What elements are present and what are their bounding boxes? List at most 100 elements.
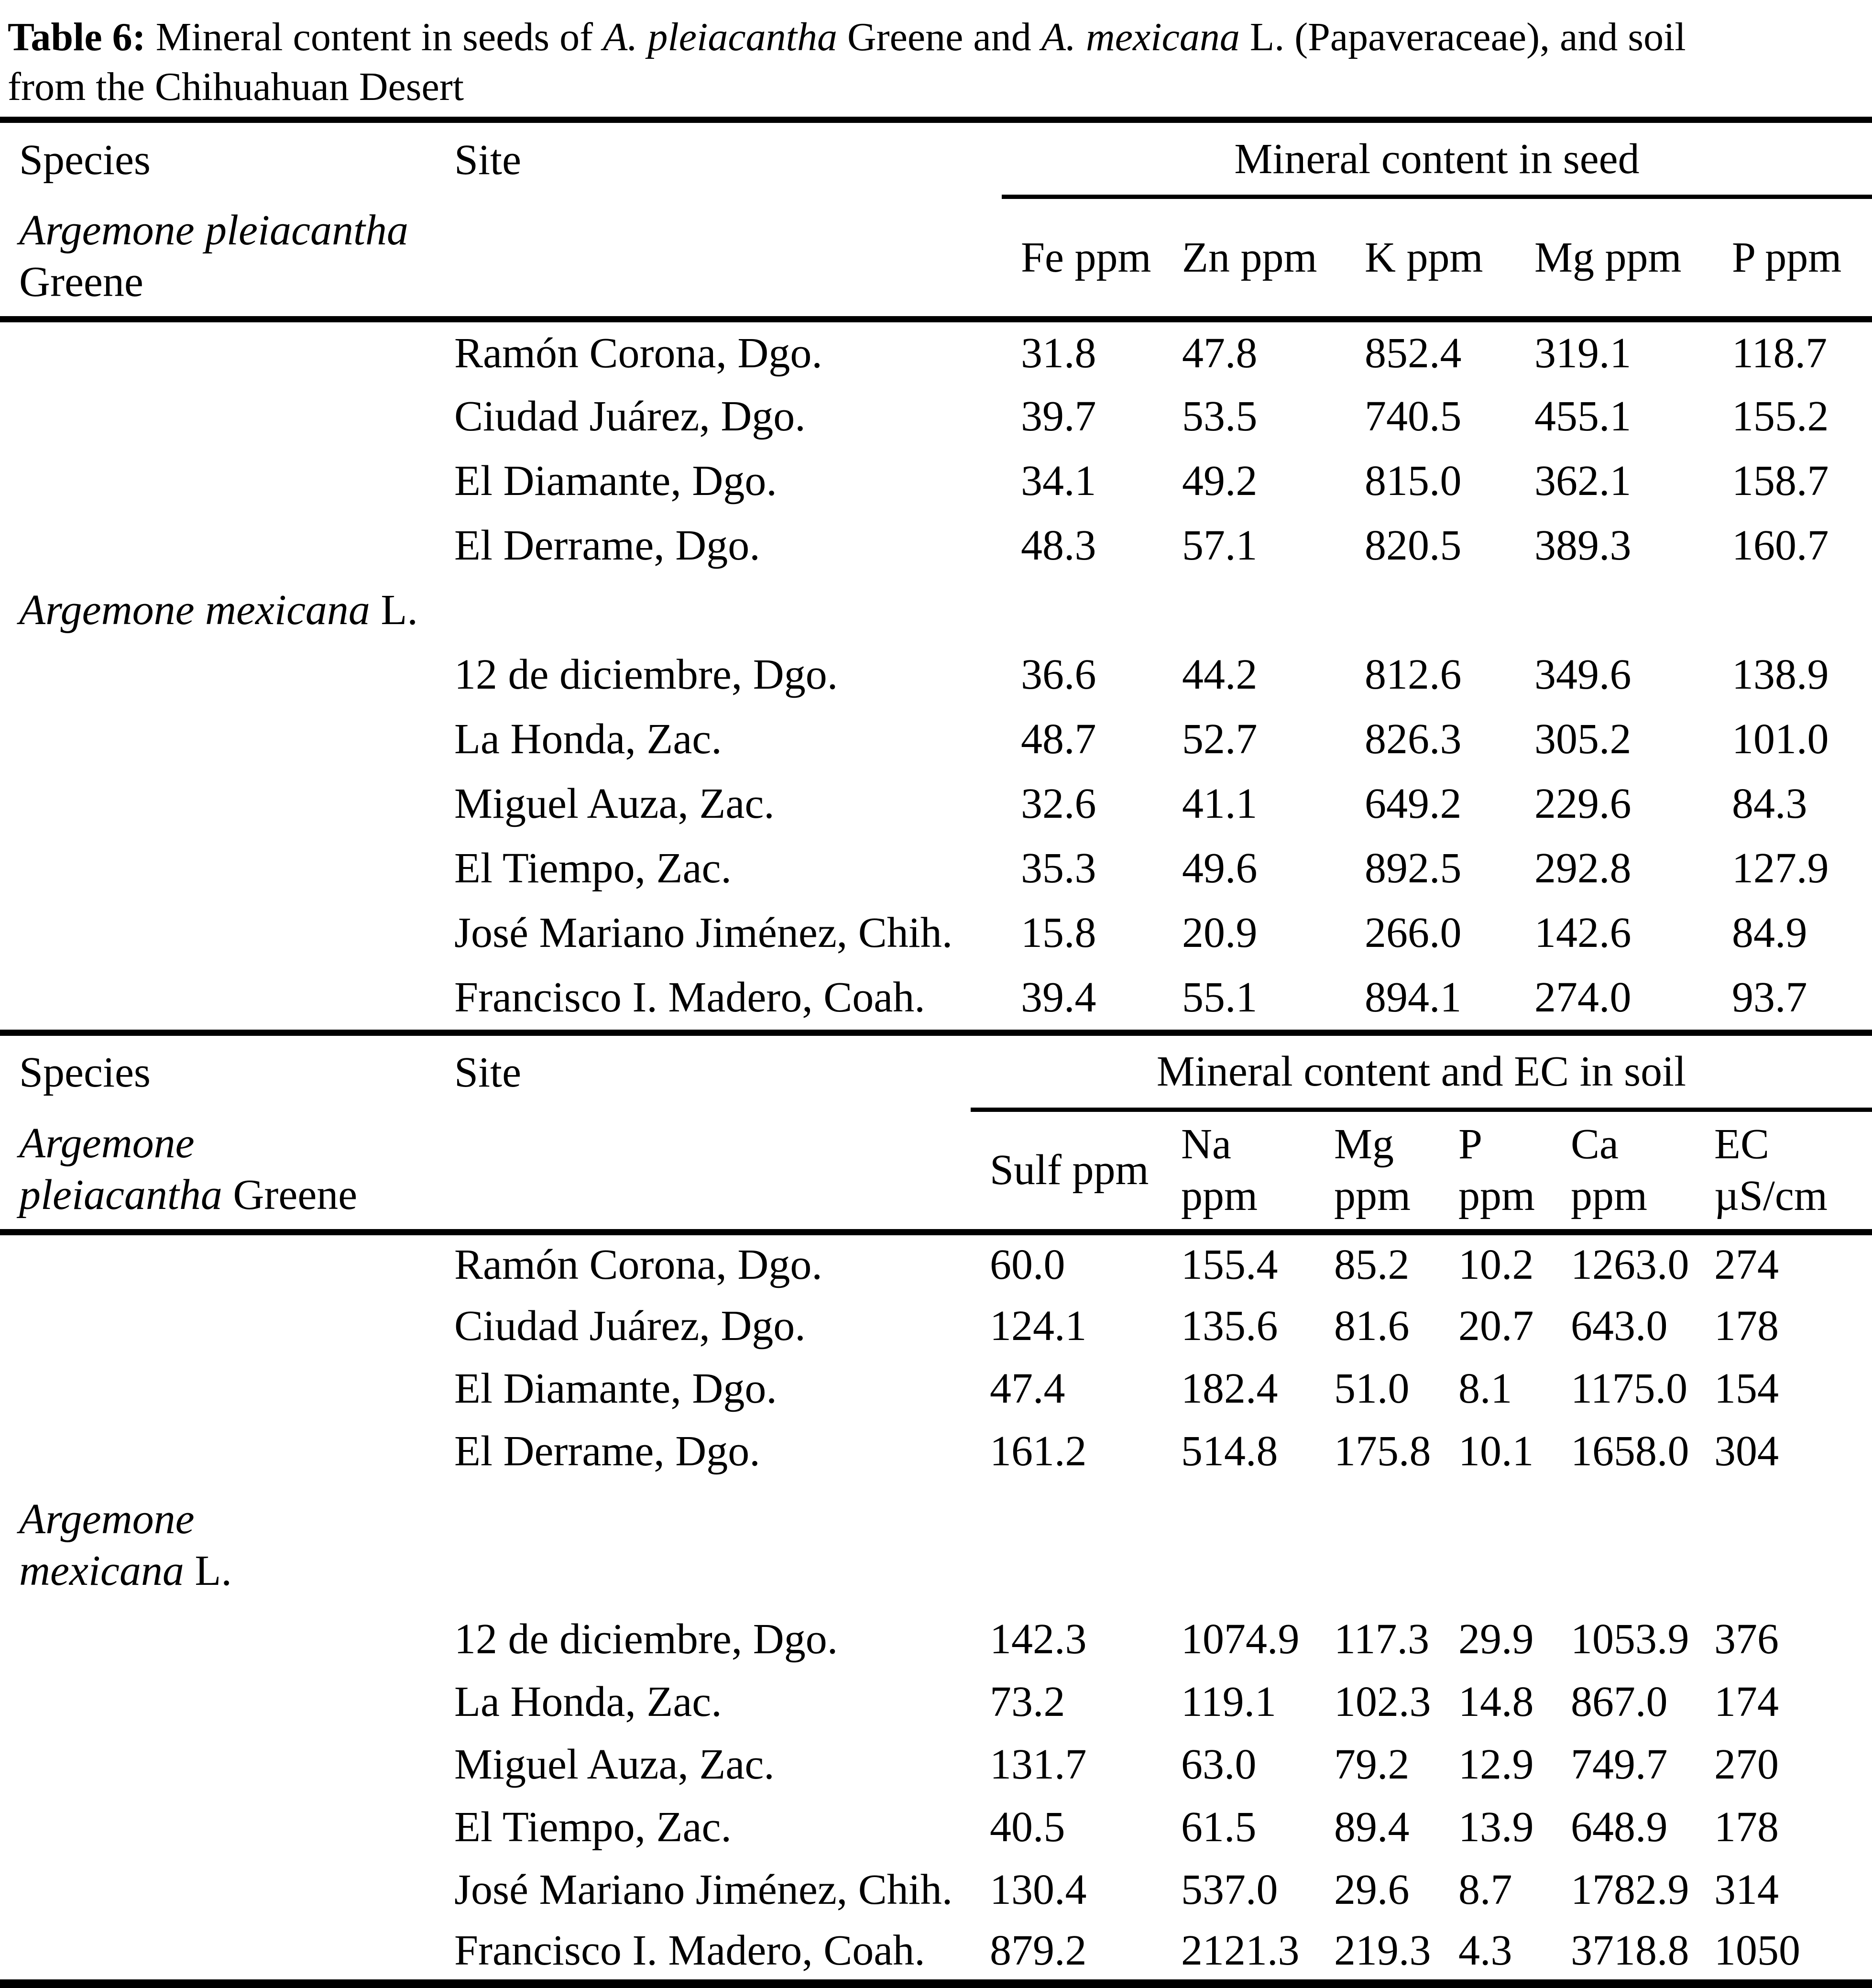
col-header-p: P ppm: [1439, 1109, 1552, 1235]
value-cell: 304: [1714, 1428, 1779, 1475]
table-row: La Honda, Zac. 48.7 52.7 826.3 305.2 101.0: [0, 707, 1872, 771]
species-cell: [0, 1733, 435, 1796]
value-cell: 93.7: [1732, 973, 1807, 1021]
value-cell: 119.1: [1181, 1678, 1277, 1725]
col-header-p: P ppm: [1713, 197, 1872, 322]
header-top: Ca: [1571, 1120, 1619, 1168]
species-label-mexicana: Argemone mexicana L.: [0, 578, 1872, 642]
soil-species-row-mexicana: Argemone mexicana L.: [0, 1483, 1872, 1608]
soil-table: Species Site Mineral content and EC in s…: [0, 1029, 1872, 1988]
value-cell: 815.0: [1365, 457, 1462, 505]
value-cell: 51.0: [1334, 1365, 1410, 1412]
value-cell: 48.7: [1021, 715, 1096, 763]
value-cell: 894.1: [1365, 973, 1462, 1021]
col-header-site: Site: [454, 1049, 522, 1097]
value-cell: 155.4: [1181, 1241, 1278, 1289]
value-cell: 270: [1714, 1741, 1779, 1788]
value-cell: 130.4: [990, 1866, 1087, 1913]
seed-group-header-row: Species Site Mineral content in seed: [0, 120, 1872, 199]
site-cell: El Diamante, Dgo.: [454, 457, 777, 505]
site-cell: El Derrame, Dgo.: [454, 1428, 760, 1475]
value-cell: 319.1: [1534, 329, 1631, 377]
seed-table: Species Site Mineral content in seed Arg…: [0, 117, 1872, 1030]
col-header-na: Na ppm: [1162, 1109, 1315, 1235]
species-name-mexicana: A. mexicana: [1041, 15, 1240, 59]
header-bottom: ppm: [1181, 1172, 1258, 1219]
site-cell: La Honda, Zac.: [454, 1678, 722, 1725]
site-cell: Miguel Auza, Zac.: [454, 780, 775, 827]
value-cell: 12.9: [1458, 1741, 1534, 1788]
value-cell: 81.6: [1334, 1302, 1410, 1350]
species-cell: [0, 449, 435, 513]
caption-text: L. (Papaveraceae), and soil: [1239, 15, 1686, 59]
species-label-pleiacantha: Argemone pleiacantha Greene: [0, 1109, 435, 1235]
caption-line-1: Table 6: Mineral content in seeds of A. …: [8, 12, 1862, 62]
value-cell: 29.6: [1334, 1866, 1410, 1913]
species-cell: [0, 771, 435, 836]
table-row: José Mariano Jiménez, Chih. 130.4 537.0 29.…: [0, 1858, 1872, 1921]
species-cell: [0, 836, 435, 901]
site-cell: 12 de diciembre, Dgo.: [454, 1615, 838, 1663]
species-cell: [0, 901, 435, 965]
species-cell: [0, 1921, 435, 1984]
table-caption: Table 6: Mineral content in seeds of A. …: [0, 0, 1872, 117]
value-cell: 160.7: [1732, 521, 1829, 569]
value-cell: 537.0: [1181, 1866, 1278, 1913]
value-cell: 60.0: [990, 1241, 1065, 1289]
value-cell: 154: [1714, 1365, 1779, 1412]
value-cell: 79.2: [1334, 1741, 1410, 1788]
table-row: El Derrame, Dgo. 161.2 514.8 175.8 10.1 1658.…: [0, 1420, 1872, 1483]
table-row: Francisco I. Madero, Coah. 39.4 55.1 894.1 2…: [0, 965, 1872, 1030]
species-label-pleiacantha: Argemone pleiacantha Greene: [0, 197, 435, 322]
soil-subheader-row: Argemone pleiacantha Greene Sulf ppm Na …: [0, 1109, 1872, 1235]
header-top: Na: [1181, 1120, 1231, 1168]
species-italic: Argemone: [19, 1119, 195, 1167]
value-cell: 648.9: [1571, 1803, 1668, 1851]
site-cell: Francisco I. Madero, Coah.: [454, 973, 925, 1021]
table-row: Miguel Auza, Zac. 131.7 63.0 79.2 12.9 749.7 2…: [0, 1733, 1872, 1796]
table-row: El Derrame, Dgo. 48.3 57.1 820.5 389.3 160.7: [0, 513, 1872, 578]
species-cell: [0, 1357, 435, 1420]
value-cell: 102.3: [1334, 1678, 1431, 1725]
site-cell: Ciudad Juárez, Dgo.: [454, 392, 806, 440]
value-cell: 53.5: [1182, 392, 1258, 440]
site-cell: José Mariano Jiménez, Chih.: [454, 1866, 953, 1913]
species-italic: pleiacantha: [19, 1171, 222, 1219]
value-cell: 3718.8: [1571, 1926, 1689, 1974]
col-header-sulf: Sulf ppm: [971, 1109, 1162, 1235]
table-row: Ramón Corona, Dgo. 31.8 47.8 852.4 319.1 118.…: [0, 319, 1872, 384]
value-cell: 14.8: [1458, 1678, 1534, 1725]
value-cell: 879.2: [990, 1926, 1087, 1974]
value-cell: 274: [1714, 1241, 1779, 1289]
table-row: 12 de diciembre, Dgo. 142.3 1074.9 117.3 29.…: [0, 1608, 1872, 1670]
site-cell: 12 de diciembre, Dgo.: [454, 650, 838, 698]
value-cell: 892.5: [1365, 844, 1462, 892]
species-roman: Greene: [19, 258, 143, 306]
table-row: 12 de diciembre, Dgo. 36.6 44.2 812.6 349.6 1…: [0, 642, 1872, 707]
value-cell: 643.0: [1571, 1302, 1668, 1350]
species-roman: Greene: [222, 1171, 358, 1219]
header-top: EC: [1714, 1120, 1770, 1168]
value-cell: 1053.9: [1571, 1615, 1689, 1663]
value-cell: 85.2: [1334, 1241, 1410, 1289]
col-header-zn: Zn ppm: [1163, 197, 1346, 322]
caption-text: Greene and: [837, 15, 1041, 59]
species-italic: Argemone mexicana: [19, 586, 370, 634]
table-row: El Tiempo, Zac. 35.3 49.6 892.5 292.8 127.9: [0, 836, 1872, 901]
value-cell: 826.3: [1365, 715, 1462, 763]
value-cell: 52.7: [1182, 715, 1258, 763]
value-cell: 1658.0: [1571, 1428, 1689, 1475]
site-cell: José Mariano Jiménez, Chih.: [454, 909, 953, 956]
species-italic: Argemone: [19, 1495, 195, 1543]
value-cell: 1782.9: [1571, 1866, 1689, 1913]
species-cell: [0, 707, 435, 771]
soil-group-header: Mineral content and EC in soil: [971, 1032, 1872, 1112]
value-cell: 13.9: [1458, 1803, 1534, 1851]
value-cell: 118.7: [1732, 329, 1828, 377]
table-row: El Diamante, Dgo. 47.4 182.4 51.0 8.1 1175.0 1…: [0, 1357, 1872, 1420]
col-header-ec: EC µS/cm: [1695, 1109, 1872, 1235]
soil-group-header-row: Species Site Mineral content and EC in s…: [0, 1032, 1872, 1112]
table-row: La Honda, Zac. 73.2 119.1 102.3 14.8 867.0 174: [0, 1670, 1872, 1733]
value-cell: 455.1: [1534, 392, 1631, 440]
value-cell: 219.3: [1334, 1926, 1431, 1974]
